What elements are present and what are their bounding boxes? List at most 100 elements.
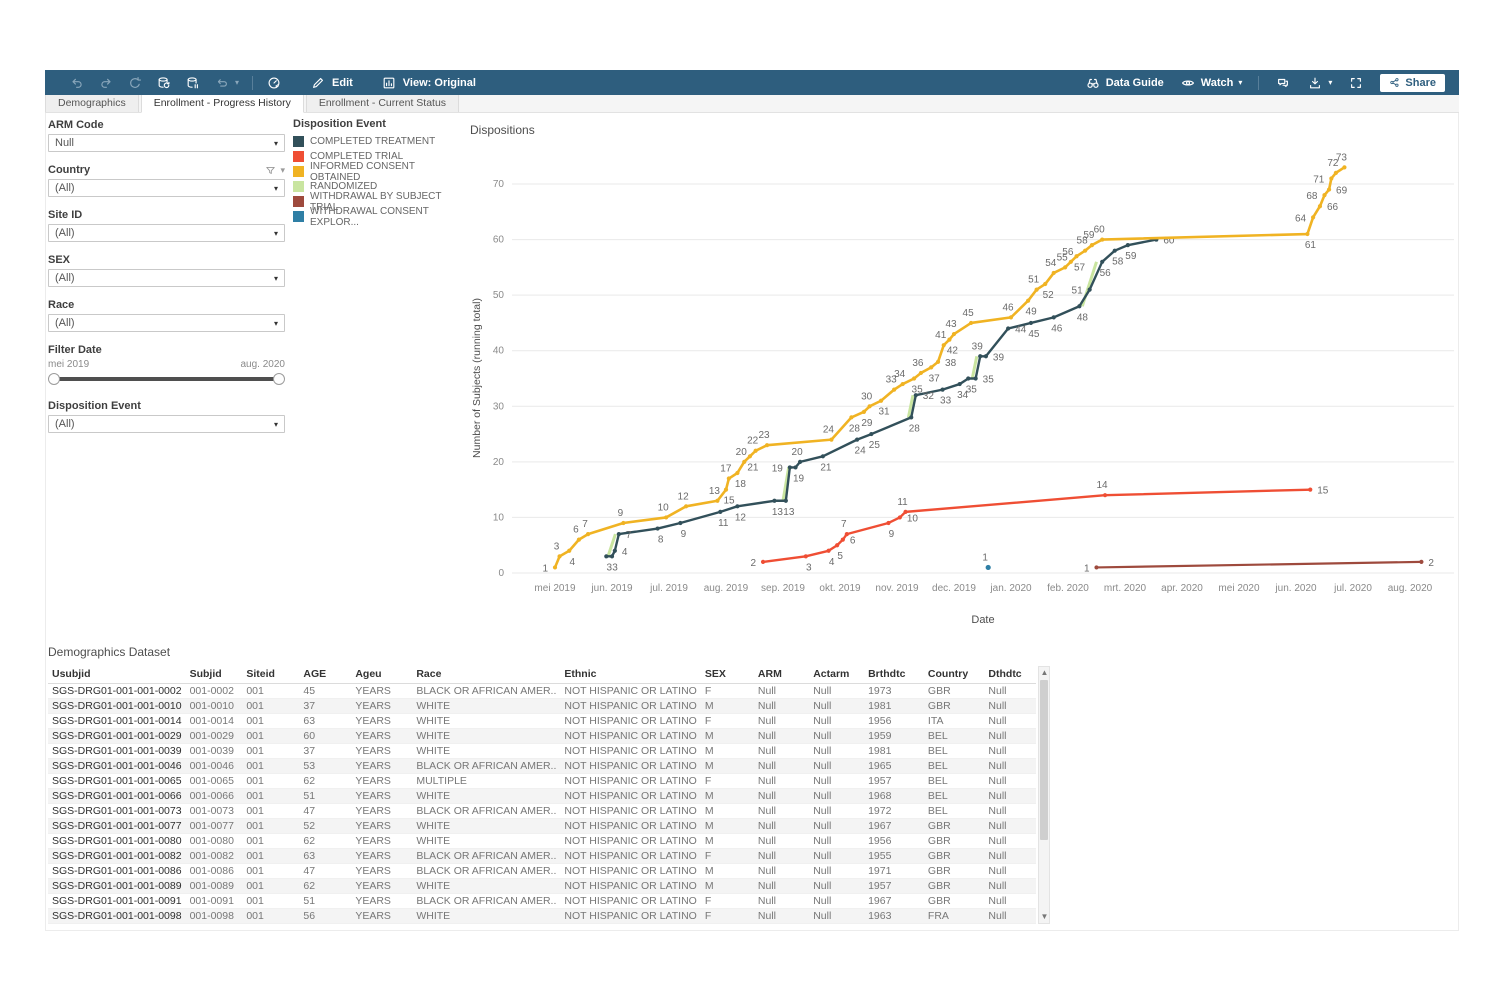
data-point[interactable] [969, 320, 974, 326]
data-point[interactable] [897, 515, 902, 520]
chart-canvas[interactable]: Dispositions Number of Subjects (running … [468, 120, 1460, 635]
data-point[interactable] [1102, 493, 1108, 498]
data-point[interactable] [1051, 270, 1056, 276]
data-point[interactable] [742, 459, 747, 464]
date-slider-track[interactable] [52, 377, 281, 381]
legend-item-withdrawal-by-subject-trial[interactable]: WITHDRAWAL BY SUBJECT TRIAL [293, 191, 463, 213]
data-point[interactable] [787, 465, 792, 470]
date-slider-handle-right[interactable] [273, 373, 285, 385]
refresh-data-icon[interactable] [156, 75, 172, 91]
tab-enrollment-current-status[interactable]: Enrollment - Current Status [305, 95, 460, 112]
data-point[interactable] [1326, 187, 1332, 192]
data-point[interactable] [935, 359, 941, 364]
table-row[interactable]: SGS-DRG01-001-001-0098 001-0098 001 56 YEARS… [48, 908, 1037, 924]
data-point[interactable] [869, 431, 874, 437]
data-point[interactable] [861, 409, 867, 414]
revert-icon[interactable] [127, 75, 143, 91]
data-point[interactable] [909, 415, 914, 420]
data-point[interactable] [829, 437, 834, 442]
column-header-dthdtc[interactable]: Dthdtc [984, 666, 1037, 684]
scroll-down-arrow[interactable]: ▼ [1040, 912, 1049, 921]
auto-update-icon[interactable] [214, 75, 230, 91]
data-point[interactable] [684, 504, 689, 509]
data-point[interactable] [783, 498, 788, 503]
dispositions-chart[interactable]: Dispositions Number of Subjects (running … [468, 120, 1460, 635]
country-dropdown[interactable]: (All) ▾ [48, 179, 285, 197]
download-button[interactable]: ▾ [1307, 75, 1332, 91]
data-point[interactable] [940, 387, 945, 392]
data-point[interactable] [957, 381, 962, 387]
watch-button[interactable]: Watch ▾ [1180, 75, 1242, 91]
data-point[interactable] [1308, 487, 1313, 492]
data-point[interactable] [1329, 176, 1334, 181]
column-header-sex[interactable]: SEX [700, 666, 754, 684]
scroll-up-arrow[interactable]: ▲ [1040, 668, 1049, 677]
data-point[interactable] [1305, 231, 1310, 237]
share-button[interactable]: Share [1380, 73, 1445, 92]
series-line[interactable] [906, 394, 915, 418]
column-header-country[interactable]: Country [923, 666, 985, 684]
data-point[interactable] [1087, 287, 1092, 292]
data-point[interactable] [1322, 193, 1327, 198]
data-point[interactable] [966, 376, 971, 381]
data-point[interactable] [655, 526, 660, 531]
data-point[interactable] [1068, 259, 1073, 264]
arm-code-dropdown[interactable]: Null ▾ [48, 134, 285, 152]
data-point[interactable] [576, 537, 582, 542]
data-point[interactable] [1333, 170, 1338, 175]
data-point[interactable] [849, 415, 854, 420]
table-row[interactable]: SGS-DRG01-001-001-0086 001-0086 001 47 YEARS… [48, 863, 1037, 879]
column-header-age[interactable]: AGE [299, 666, 352, 684]
tab-demographics[interactable]: Demographics [45, 95, 139, 112]
table-row[interactable]: SGS-DRG01-001-001-0089 001-0089 001 62 YEARS… [48, 878, 1037, 894]
data-point[interactable] [951, 331, 957, 337]
table-row[interactable]: SGS-DRG01-001-001-0046 001-0046 001 53 YEARS… [48, 758, 1037, 774]
data-point[interactable] [1043, 281, 1048, 287]
data-point[interactable] [726, 476, 731, 481]
comment-icon[interactable] [1275, 75, 1291, 91]
tab-enrollment-progress-history[interactable]: Enrollment - Progress History [140, 95, 304, 113]
table-row[interactable]: SGS-DRG01-001-001-0091 001-0091 001 51 YEARS… [48, 893, 1037, 909]
data-point[interactable] [664, 515, 669, 520]
data-point[interactable] [985, 564, 991, 571]
acceleration-icon[interactable] [266, 75, 282, 91]
data-point[interactable] [1100, 237, 1105, 242]
data-point[interactable] [678, 520, 683, 526]
column-header-ageu[interactable]: Ageu [351, 666, 413, 684]
data-point[interactable] [929, 365, 934, 370]
data-point[interactable] [715, 498, 720, 503]
legend-item-completed-trial[interactable]: COMPLETED TRIAL [293, 149, 463, 164]
series-line[interactable] [1096, 560, 1422, 569]
table-row[interactable]: SGS-DRG01-001-001-0002 001-0002 001 45 YEARS… [48, 683, 1037, 699]
series-line[interactable] [970, 355, 979, 379]
data-point[interactable] [844, 532, 849, 537]
data-point[interactable] [793, 465, 798, 470]
data-point[interactable] [552, 565, 558, 570]
data-point[interactable] [723, 487, 729, 492]
data-point[interactable] [1112, 248, 1117, 253]
table-row[interactable]: SGS-DRG01-001-001-0066 001-0066 001 51 YEARS… [48, 788, 1037, 804]
view-original-button[interactable]: View: Original [381, 75, 476, 91]
column-header-brthdtc[interactable]: Brthdtc [864, 666, 924, 684]
series-withdrawal-by-subject-trial[interactable]: 12 [1084, 558, 1434, 575]
column-header-race[interactable]: Race [412, 666, 561, 684]
table-row[interactable]: SGS-DRG01-001-001-0029 001-0029 001 60 YEARS… [48, 728, 1037, 744]
data-point[interactable] [772, 498, 777, 503]
pause-updates-icon[interactable] [185, 75, 201, 91]
data-point[interactable] [1034, 287, 1039, 292]
table-row[interactable]: SGS-DRG01-001-001-0039 001-0039 001 37 YEARS… [48, 743, 1037, 759]
legend-item-withdrawal-consent-explor-[interactable]: WITHDRAWAL CONSENT EXPLOR... [293, 206, 463, 228]
table-row[interactable]: SGS-DRG01-001-001-0073 001-0073 001 47 YEARS… [48, 803, 1037, 819]
data-point[interactable] [803, 554, 808, 559]
data-point[interactable] [903, 509, 908, 514]
data-point[interactable] [585, 532, 591, 537]
column-header-actarm[interactable]: Actarm [809, 666, 865, 684]
data-point[interactable] [1311, 215, 1316, 220]
race-dropdown[interactable]: (All) ▾ [48, 314, 285, 332]
data-point[interactable] [1077, 304, 1082, 309]
date-slider-handle-left[interactable] [48, 373, 60, 385]
series-withdrawal-consent-explor-[interactable]: 1 [982, 552, 991, 571]
data-point[interactable] [609, 554, 615, 559]
data-point[interactable] [612, 548, 617, 553]
